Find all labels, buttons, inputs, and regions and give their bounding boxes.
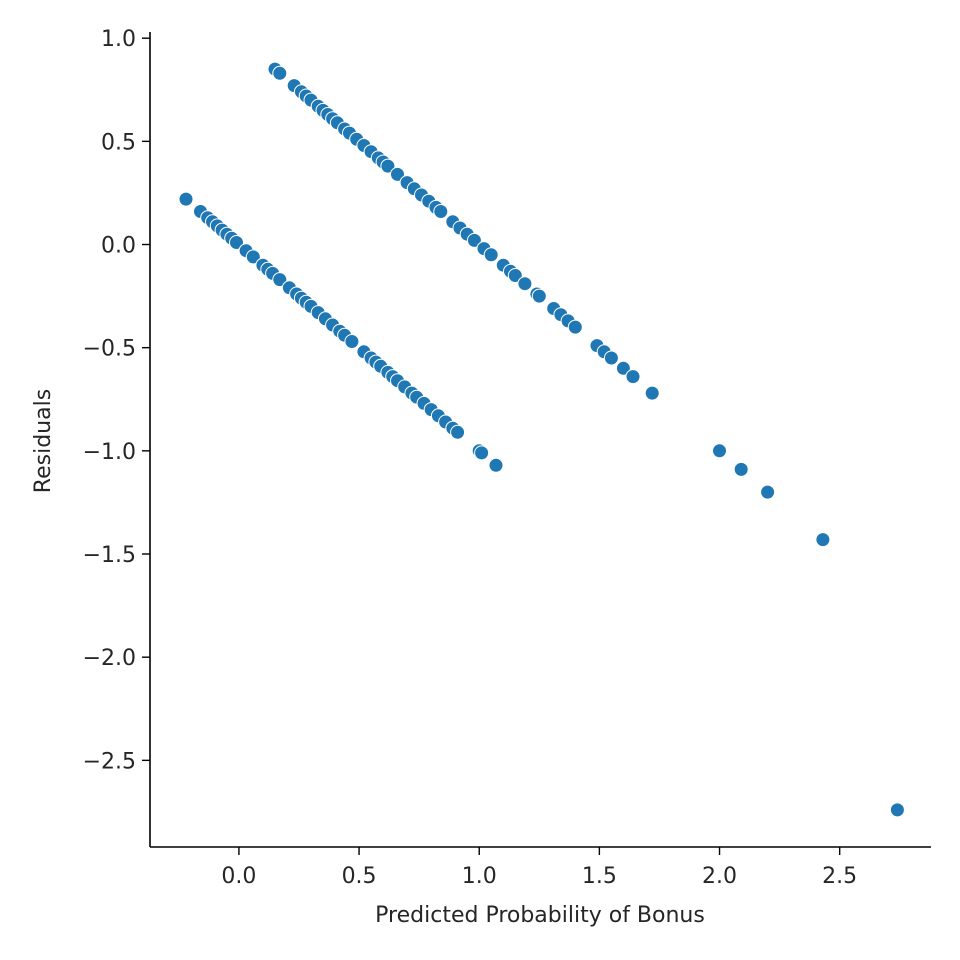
scatter-point <box>433 204 449 219</box>
y-tick-label: −0.5 <box>83 337 136 362</box>
y-tick-label: 1.0 <box>101 27 136 52</box>
scatter-point <box>466 232 482 248</box>
scatter-point <box>760 484 776 500</box>
scatter-point <box>344 334 360 349</box>
scatter-point <box>390 166 405 182</box>
scatter-point <box>531 288 547 304</box>
scatter-point <box>380 158 396 174</box>
y-tick-label: −2.5 <box>83 749 136 774</box>
scatter-point <box>567 319 583 335</box>
scatter-point <box>474 445 490 461</box>
scatter-point <box>625 369 641 385</box>
scatter-point <box>603 350 619 366</box>
x-tick-label: 2.5 <box>822 864 857 889</box>
scatter-point <box>507 268 523 283</box>
scatter-point <box>245 249 261 265</box>
y-tick-label: 0.5 <box>101 130 136 155</box>
y-tick-label: 0.0 <box>101 234 136 259</box>
scatter-point <box>178 191 194 207</box>
scatter-point <box>272 65 288 81</box>
y-tick-label: −2.0 <box>83 646 136 671</box>
y-tick-label: −1.5 <box>83 543 136 568</box>
x-tick-label: 1.0 <box>462 864 497 889</box>
scatter-point <box>644 385 660 401</box>
x-tick-label: 2.0 <box>702 864 737 889</box>
scatter-point <box>712 443 727 459</box>
y-tick-label: −1.0 <box>83 440 136 465</box>
scatter-point <box>889 802 905 818</box>
scatter-point <box>733 461 749 477</box>
x-tick-label: 1.5 <box>582 864 617 889</box>
scatter-point <box>517 276 533 292</box>
scatter-point <box>450 424 466 440</box>
x-axis-label: Predicted Probability of Bonus <box>375 903 705 928</box>
scatter-points <box>178 61 905 818</box>
y-axis-label: Residuals <box>31 389 56 493</box>
x-axis-ticks: 0.0 0.5 1.0 1.5 2.0 2.5 <box>221 847 857 889</box>
scatter-point <box>483 247 499 263</box>
scatter-point <box>815 532 831 548</box>
y-axis-ticks: 1.0 0.5 0.0 −0.5 −1.0 −1.5 −2.0 −2.5 <box>83 27 150 774</box>
scatter-point <box>229 235 244 250</box>
scatter-point <box>488 457 504 473</box>
scatter-point <box>615 360 631 376</box>
scatter-point <box>272 272 288 288</box>
x-tick-label: 0.0 <box>221 864 256 889</box>
x-tick-label: 0.5 <box>342 864 377 889</box>
